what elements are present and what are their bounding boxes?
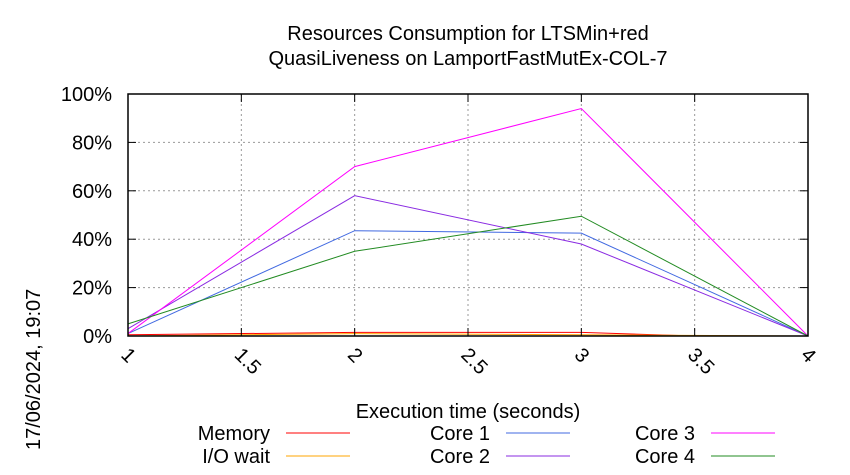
x-axis-label: Execution time (seconds) xyxy=(356,401,581,423)
legend-label: Core 2 xyxy=(430,446,490,468)
x-tick-label: 1.5 xyxy=(230,344,265,379)
x-tick-label: 2.5 xyxy=(456,344,491,379)
y-tick-label: 40% xyxy=(72,229,112,251)
plot-frame xyxy=(127,93,809,337)
series-line-core-4 xyxy=(127,215,809,337)
x-tick-label: 4 xyxy=(796,344,819,367)
y-tick-label: 100% xyxy=(61,84,112,106)
x-tick-label: 1 xyxy=(116,344,139,367)
legend-label: I/O wait xyxy=(202,446,270,468)
chart-title-line1: Resources Consumption for LTSMin+red xyxy=(287,23,648,45)
legend-label: Core 3 xyxy=(635,423,695,445)
legend-label: Memory xyxy=(198,423,270,445)
series-line-core-2 xyxy=(127,195,809,337)
timestamp-label: 17/06/2024, 19:07 xyxy=(23,289,45,450)
series-line-core-3 xyxy=(127,107,809,337)
y-tick-label: 60% xyxy=(72,181,112,203)
y-tick-label: 0% xyxy=(83,326,112,348)
y-tick-label: 20% xyxy=(72,278,112,300)
x-tick-label: 3.5 xyxy=(683,344,718,379)
chart-title-line2: QuasiLiveness on LamportFastMutEx-COL-7 xyxy=(268,48,667,70)
y-tick-label: 80% xyxy=(72,132,112,154)
legend-label: Core 1 xyxy=(430,423,490,445)
legend-label: Core 4 xyxy=(635,446,695,468)
x-tick-label: 2 xyxy=(343,344,366,367)
series-line-core-1 xyxy=(127,230,809,337)
x-tick-label: 3 xyxy=(570,344,593,367)
